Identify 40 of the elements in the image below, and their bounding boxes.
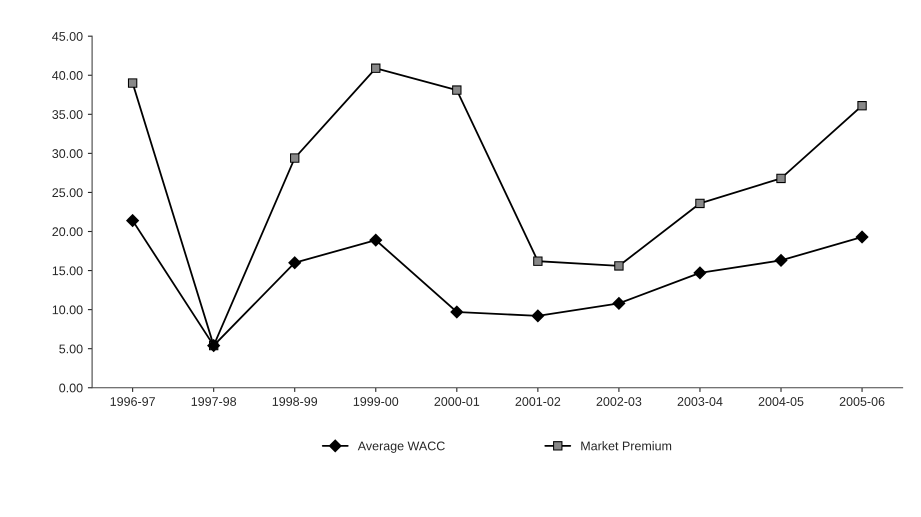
point — [612, 296, 626, 310]
point — [288, 256, 302, 270]
y-tick-label: 25.00 — [52, 188, 83, 198]
point — [452, 85, 462, 95]
y-tick-label: 10.00 — [52, 305, 83, 314]
point — [531, 309, 544, 322]
x-tick-label: 1998-99 — [272, 397, 318, 406]
y-tick-label: 0.00 — [59, 384, 83, 392]
point — [695, 198, 705, 208]
point — [128, 78, 138, 88]
legend-label: Market Premium — [581, 441, 672, 450]
point — [694, 266, 706, 280]
x-tick-label: 2005-06 — [840, 397, 884, 406]
y-tick-label: 35.00 — [52, 110, 83, 119]
point — [776, 174, 786, 184]
point — [126, 214, 140, 227]
point — [369, 234, 382, 247]
y-tick-label: 30.00 — [52, 149, 83, 158]
point — [856, 230, 868, 244]
x-tick-label: 2003-04 — [678, 397, 723, 406]
x-tick-label: 2002-03 — [596, 397, 642, 406]
y-tick-label: 5.00 — [59, 344, 83, 354]
x-tick-label: 1999-00 — [354, 397, 398, 406]
y-tick-label: 15.00 — [52, 266, 83, 276]
legend-label: Average WACC — [358, 442, 445, 453]
point — [533, 256, 543, 266]
y-tick-label: 20.00 — [52, 227, 83, 236]
x-tick-label: 1996-97 — [110, 397, 155, 406]
x-tick-label: 1997-98 — [192, 397, 236, 406]
point — [857, 101, 867, 110]
x-tick-label: 2004-05 — [758, 397, 804, 406]
point — [290, 153, 300, 163]
x-tick-label: 2001-02 — [516, 397, 560, 406]
x-tick-label: 2000-01 — [434, 397, 480, 406]
y-tick-label: 45.00 — [52, 32, 83, 41]
point — [371, 64, 380, 73]
point — [450, 306, 464, 318]
point — [614, 261, 624, 271]
point — [774, 254, 788, 267]
y-tick-label: 40.00 — [52, 71, 83, 80]
